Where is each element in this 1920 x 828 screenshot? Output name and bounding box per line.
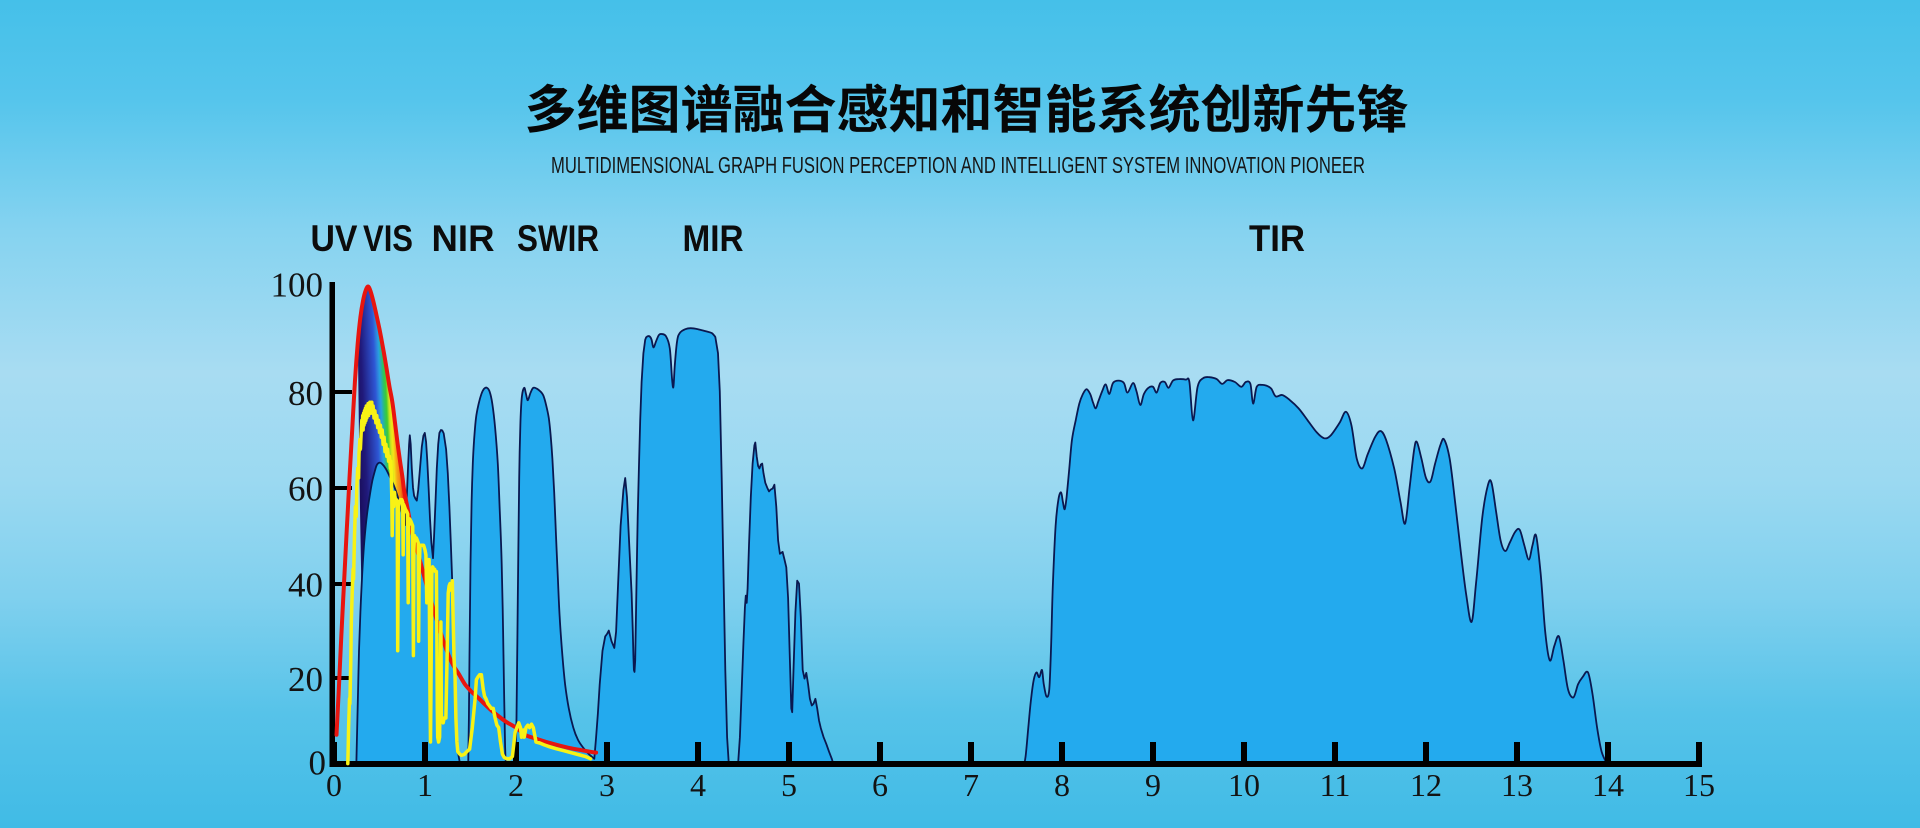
svg-text:VIS: VIS [363, 218, 413, 259]
svg-text:2: 2 [508, 767, 524, 803]
svg-text:15: 15 [1683, 767, 1715, 803]
svg-text:60: 60 [288, 470, 323, 509]
svg-text:MIR: MIR [683, 218, 744, 259]
svg-text:0: 0 [309, 744, 327, 783]
svg-text:NIR: NIR [432, 218, 495, 259]
svg-text:5: 5 [781, 767, 797, 803]
svg-text:8: 8 [1054, 767, 1070, 803]
svg-text:11: 11 [1320, 767, 1351, 803]
svg-text:3: 3 [599, 767, 615, 803]
svg-text:TIR: TIR [1249, 218, 1305, 259]
svg-text:4: 4 [690, 767, 706, 803]
svg-text:13: 13 [1501, 767, 1533, 803]
svg-text:100: 100 [271, 266, 324, 305]
svg-text:9: 9 [1145, 767, 1161, 803]
svg-text:12: 12 [1410, 767, 1442, 803]
svg-text:UV: UV [311, 218, 358, 259]
svg-text:40: 40 [288, 566, 323, 605]
svg-text:20: 20 [288, 660, 323, 699]
svg-text:1: 1 [417, 767, 433, 803]
svg-text:6: 6 [872, 767, 888, 803]
svg-text:SWIR: SWIR [517, 218, 599, 259]
svg-text:0: 0 [326, 767, 342, 803]
svg-text:14: 14 [1592, 767, 1624, 803]
svg-text:80: 80 [288, 374, 323, 413]
svg-text:10: 10 [1228, 767, 1260, 803]
svg-text:7: 7 [963, 767, 979, 803]
svg-text:MULTIDIMENSIONAL GRAPH FUSION: MULTIDIMENSIONAL GRAPH FUSION PERCEPTION… [551, 152, 1365, 178]
